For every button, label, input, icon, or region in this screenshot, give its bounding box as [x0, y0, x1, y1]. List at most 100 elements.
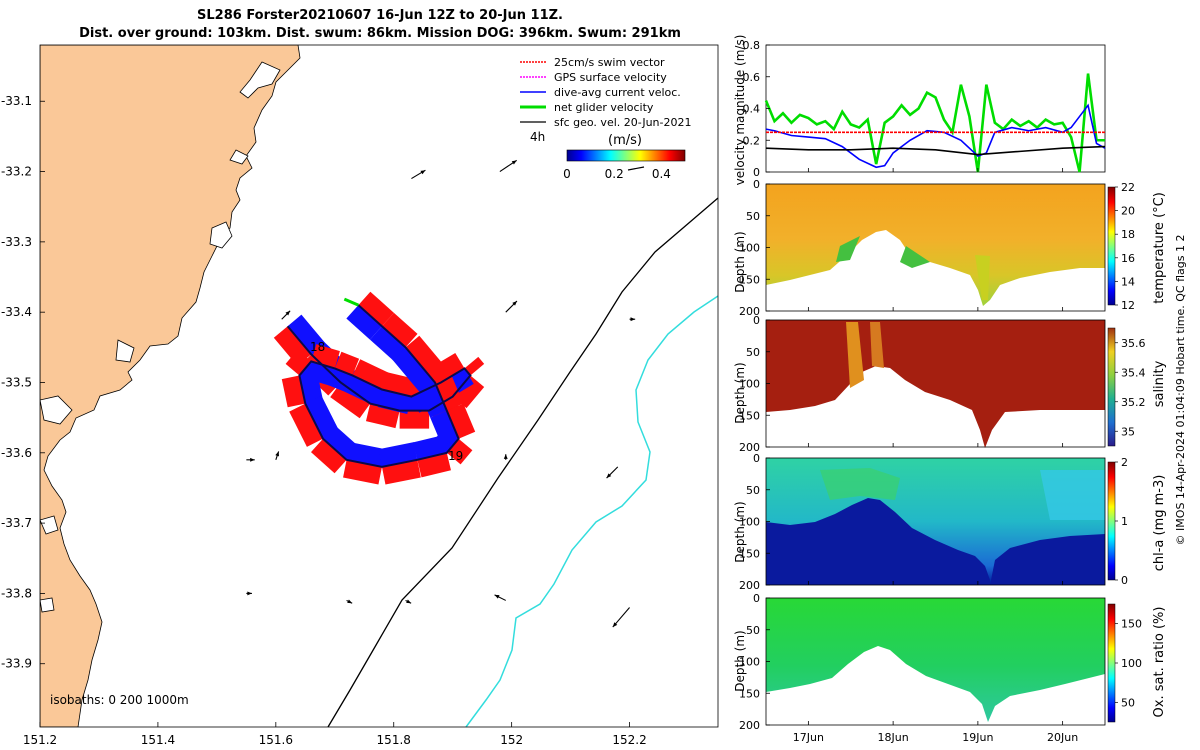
colorbar-tick-label: 35.4 [1121, 366, 1146, 379]
swim-vector-band [435, 375, 464, 411]
day-label-18: 18 [310, 340, 325, 354]
map-colorbar-tick-label: 0.2 [605, 167, 624, 181]
chla-bloom [820, 468, 900, 500]
temperature-colorbar-label: temperature (°C) [1152, 192, 1167, 304]
swim-vector-band [417, 452, 451, 478]
depth-y-tick-label: 100 [739, 378, 760, 391]
depth-y-tick-label: 0 [753, 314, 760, 327]
current-arrow [405, 599, 412, 604]
current-arrow [612, 607, 630, 628]
map-y-tick-label: -33.2 [1, 165, 32, 179]
chla-colorbar [1107, 461, 1116, 581]
time-x-tick-label: 18Jun [878, 731, 909, 744]
current-vector-band [378, 442, 418, 467]
swim-vector-band [334, 351, 360, 376]
colorbar-tick-label: 1 [1121, 515, 1128, 528]
depth-y-tick-label: 150 [739, 687, 760, 700]
velocity-frame [765, 44, 1106, 173]
legend-gps-velocity: GPS surface velocity [554, 71, 667, 84]
current-arrow [246, 591, 252, 596]
current-arrow [246, 457, 255, 462]
glider-track-line [286, 304, 472, 468]
swim-vector-band [381, 372, 416, 397]
velocity-series-line [764, 73, 1105, 173]
map-x-tick-label: 151.4 [141, 733, 175, 747]
oxygen-panel: 0 50 100 150 200 50 100 150 17Jun 18Jun 19Jun 20Jun… [733, 592, 1167, 744]
map-y-tick-label: -33.9 [1, 657, 32, 671]
colorbar-tick-label: 0 [1121, 574, 1128, 587]
colorbar-tick-label: 35.2 [1121, 396, 1146, 409]
current-vector-band [346, 305, 382, 340]
depth-y-tick-label: 150 [739, 409, 760, 422]
velocity-ylabel: velocity magnitude (m/s) [733, 35, 747, 186]
velocity-series-line [765, 103, 1106, 169]
oxygen-ylabel: Depth (m) [733, 630, 747, 691]
oxygen-colorbar [1107, 603, 1116, 723]
map-colorbar-title: (m/s) [608, 133, 642, 148]
swim-vector-band [310, 438, 347, 474]
current-vector-band [430, 410, 459, 446]
current-arrow [275, 451, 280, 460]
land-features [40, 61, 281, 613]
colorbar-tick-label: 14 [1121, 275, 1135, 288]
current-arrows [246, 159, 636, 628]
glider-track-swath [273, 291, 485, 485]
time-x-tick-label: 19Jun [962, 731, 993, 744]
map-x-tick-label: 152 [500, 733, 523, 747]
map-x-tick-label: 151.6 [259, 733, 293, 747]
map-legend: 25cm/s swim vector GPS surface velocity … [520, 56, 691, 181]
legend-dive-avg: dive-avg current veloc. [554, 86, 681, 99]
current-arrow [346, 599, 353, 604]
colorbar-tick-label: 16 [1121, 252, 1135, 265]
day-label-19: 19 [448, 449, 463, 463]
depth-y-tick-label: 50 [746, 624, 760, 637]
colorbar-tick-label: 18 [1121, 228, 1135, 241]
time-x-tick-label: 20Jun [1047, 731, 1078, 744]
velocity-y-tick-label: 0.6 [743, 71, 761, 84]
depth-y-tick-label: 200 [739, 441, 760, 454]
figure-subtitle: Dist. over ground: 103km. Dist. swum: 86… [79, 26, 681, 41]
depth-y-tick-label: 0 [753, 592, 760, 605]
legend-net-velocity: net glider velocity [554, 101, 654, 114]
map-y-tick-label: -33.4 [1, 305, 32, 319]
salinity-fresh-patch [846, 322, 864, 388]
salinity-colorbar [1107, 327, 1116, 447]
swim-vector-band [446, 403, 476, 439]
current-arrow [503, 454, 508, 460]
map-x-tick-label: 152.2 [612, 733, 646, 747]
temperature-ylabel: Depth (m) [733, 231, 747, 292]
map-x-tick-label: 151.8 [377, 733, 411, 747]
map-colorbar-tick-label: 0.4 [652, 167, 671, 181]
current-vector-band [346, 442, 386, 467]
salinity-fresh-patch [870, 322, 884, 368]
depth-y-tick-label: 0 [753, 452, 760, 465]
salinity-ylabel: Depth (m) [733, 362, 747, 423]
temperature-colorbar [1107, 186, 1116, 306]
swim-vector-band [464, 356, 485, 376]
temperature-cold-patch [836, 236, 860, 262]
land-mass [40, 45, 301, 727]
depth-y-tick-label: 200 [739, 305, 760, 318]
velocity-series-line [765, 145, 1106, 156]
temperature-cold-patch [975, 255, 990, 300]
chla-deep-blue [766, 498, 990, 585]
current-arrow [505, 300, 518, 313]
legend-swim-vector: 25cm/s swim vector [554, 56, 665, 69]
velocity-y-tick-label: 0.8 [743, 39, 761, 52]
velocity-series [764, 73, 1106, 173]
current-arrow [606, 466, 619, 479]
current-vector-band [418, 382, 447, 418]
colorbar-tick-label: 12 [1121, 299, 1135, 312]
isobath-1000m [465, 295, 719, 728]
map-colorbar [566, 149, 686, 162]
depth-y-tick-label: 150 [739, 273, 760, 286]
colorbar-tick-label: 35.6 [1121, 337, 1146, 350]
oxygen-colorbar-label: Ox. sat. ratio (%) [1152, 607, 1167, 718]
scale-label: 4h [530, 130, 545, 144]
depth-y-tick-label: 0 [753, 178, 760, 191]
depth-y-tick-label: 200 [739, 579, 760, 592]
isobath-note: isobaths: 0 200 1000m [50, 693, 189, 707]
current-arrow [281, 310, 291, 320]
colorbar-tick-label: 150 [1121, 618, 1142, 631]
map-y-tick-label: -33.1 [1, 94, 32, 108]
